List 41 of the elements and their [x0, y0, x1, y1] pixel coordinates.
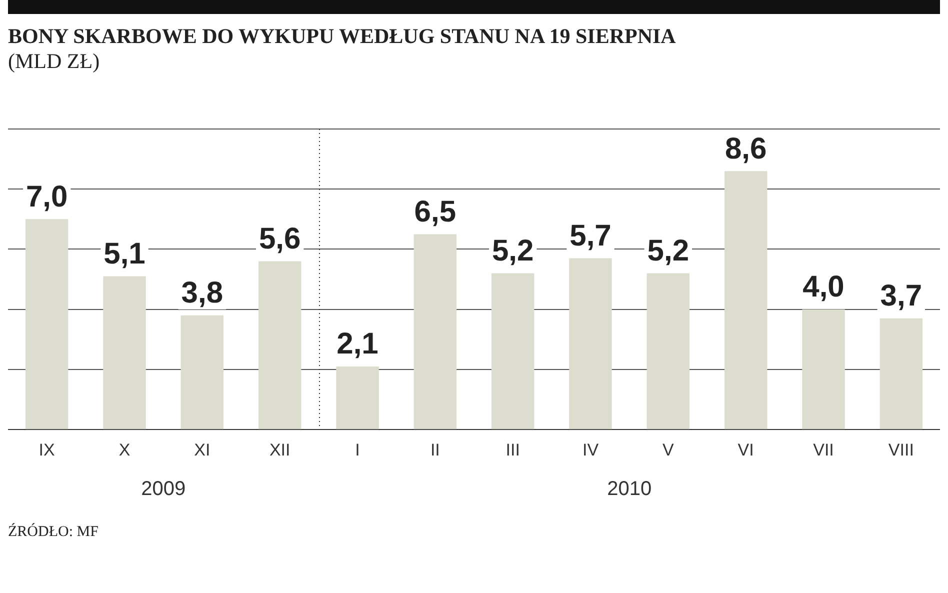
data-label: 5,1 — [104, 238, 146, 271]
x-tick-label: IX — [38, 440, 55, 460]
x-tick-label: V — [662, 440, 674, 460]
x-tick-label: I — [355, 440, 360, 460]
bar — [180, 315, 224, 430]
text: 2010 — [606, 478, 653, 501]
bar — [103, 276, 146, 430]
data-label: 5,2 — [492, 234, 534, 268]
x-tick-label: XII — [269, 440, 290, 460]
x-tick-label: X — [118, 440, 130, 460]
x-tick-label: IV — [582, 440, 600, 460]
data-label: 5,6 — [258, 222, 301, 256]
data-label: 6,5 — [414, 195, 456, 228]
chart-subtitle: (MLD ZŁ) — [8, 49, 101, 74]
data-label: 8,6 — [724, 132, 767, 166]
bar — [336, 366, 379, 430]
data-label: 3,7 — [880, 280, 922, 313]
bar — [569, 258, 612, 430]
bar — [25, 219, 68, 430]
x-tick-label: VII — [813, 440, 834, 460]
chart-title: BONY SKARBOWE DO WYKUPU WEDŁUG STANU NA 19 SIERPNIA — [8, 24, 677, 49]
bar — [491, 273, 534, 430]
bar — [646, 273, 690, 430]
data-label: 3,8 — [181, 276, 224, 310]
x-tick-label: III — [506, 440, 520, 460]
data-label: 7,0 — [26, 180, 68, 214]
bar — [880, 318, 923, 430]
bar — [414, 234, 457, 430]
data-label: 5,7 — [570, 220, 612, 253]
text: 2009 — [140, 478, 187, 501]
bar — [802, 309, 845, 430]
text: ŹRÓDŁO: MF — [8, 524, 100, 541]
x-tick-label: XI — [194, 440, 210, 460]
x-tick-label: II — [430, 440, 440, 460]
bar — [258, 261, 302, 430]
data-label: 4,0 — [802, 270, 844, 304]
x-tick-label: VIII — [888, 440, 914, 460]
x-tick-label: VI — [738, 440, 754, 460]
bar — [724, 171, 768, 430]
data-label: 2,1 — [336, 328, 378, 361]
data-label: 5,2 — [647, 234, 690, 268]
